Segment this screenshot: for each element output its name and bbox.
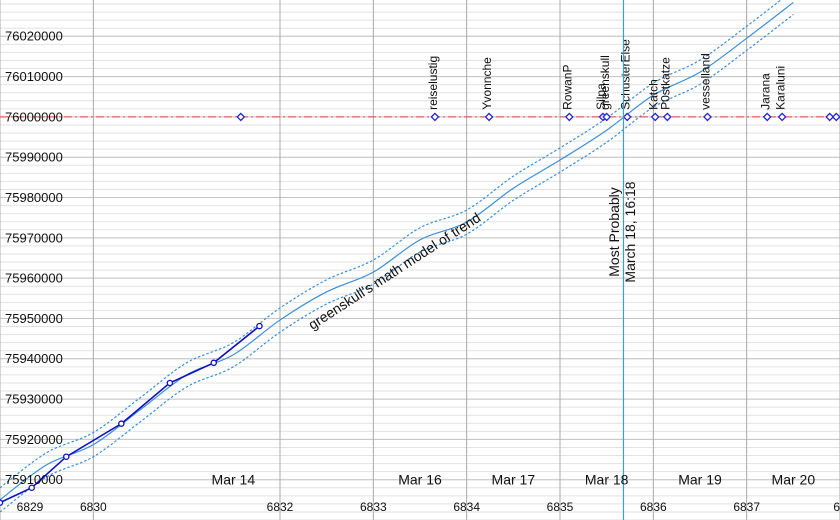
signup-marker	[777, 112, 787, 122]
series-line	[0, 1, 794, 501]
x-tick-label: 6835	[547, 500, 574, 514]
signup-label: RowanP	[561, 65, 575, 110]
signup-label: Jarana	[758, 73, 772, 110]
y-tick-label: 75970000	[5, 230, 63, 245]
x-tick-label: 6836	[640, 500, 667, 514]
signup-label: Yvonnche	[480, 57, 494, 110]
signup-label: greenskull	[598, 55, 612, 110]
signup-marker	[602, 112, 612, 122]
annotation: greenskull's math model of trend	[305, 209, 483, 332]
signup-label: Karaluni	[773, 66, 787, 110]
date-tick-label: Mar 14	[212, 472, 256, 488]
signup-marker	[564, 112, 574, 122]
signup-label: Katch	[646, 79, 660, 110]
data-point	[256, 322, 263, 330]
signup-marker	[622, 112, 632, 122]
x-tick-label: 6829	[17, 500, 44, 514]
date-tick-label: Mar 17	[492, 472, 536, 488]
series-line	[0, 14, 794, 513]
x-tick-label: 6834	[453, 500, 480, 514]
prediction-label: March 18, 16:18	[622, 181, 638, 282]
signup-marker	[831, 112, 840, 122]
signup-label: Silpa	[594, 83, 608, 110]
signup-label: P0stkatze	[659, 57, 673, 110]
x-tick-label: 6833	[360, 500, 387, 514]
data-point	[63, 453, 70, 460]
y-tick-label: 76010000	[5, 69, 63, 84]
signup-marker	[762, 112, 772, 122]
signup-marker	[825, 112, 835, 122]
x-tick-label: 6837	[733, 500, 760, 514]
y-tick-label: 75990000	[5, 150, 63, 165]
y-tick-label: 75910000	[5, 472, 63, 487]
signup-marker	[703, 112, 712, 122]
signup-label: vesselland	[699, 53, 713, 110]
date-tick-label: Mar 18	[585, 472, 629, 488]
prediction-label: Most Probably	[606, 187, 622, 276]
y-tick-label: 76020000	[5, 29, 63, 44]
signup-marker	[662, 112, 672, 122]
series-line	[0, 0, 782, 489]
signup-marker	[650, 112, 660, 122]
y-tick-label: 76000000	[5, 109, 63, 124]
data-point	[118, 420, 125, 427]
plot-area	[0, 0, 794, 513]
signup-marker	[484, 112, 494, 122]
data-point	[210, 359, 217, 367]
signup-marker	[430, 112, 440, 122]
y-tick-label: 75940000	[5, 351, 63, 366]
data-point	[28, 484, 35, 492]
data-point	[0, 499, 4, 506]
y-tick-label: 75950000	[5, 311, 63, 326]
x-tick-label: 6830	[80, 500, 107, 514]
y-tick-label: 75930000	[5, 392, 63, 407]
data-point	[166, 379, 174, 387]
signup-marker	[236, 112, 246, 122]
date-tick-label: Mar 19	[678, 472, 722, 488]
y-tick-label: 75960000	[5, 271, 63, 286]
signup-label: SchusterElse	[618, 39, 632, 110]
x-tick-label: 6832	[267, 500, 294, 514]
date-tick-label: Mar 20	[772, 472, 816, 488]
date-tick-label: Mar 16	[398, 472, 442, 488]
y-tick-label: 75920000	[5, 432, 63, 447]
x-tick-label: 68	[833, 500, 840, 514]
signup-label: reiselustig	[426, 56, 440, 110]
y-tick-label: 75980000	[5, 190, 63, 205]
